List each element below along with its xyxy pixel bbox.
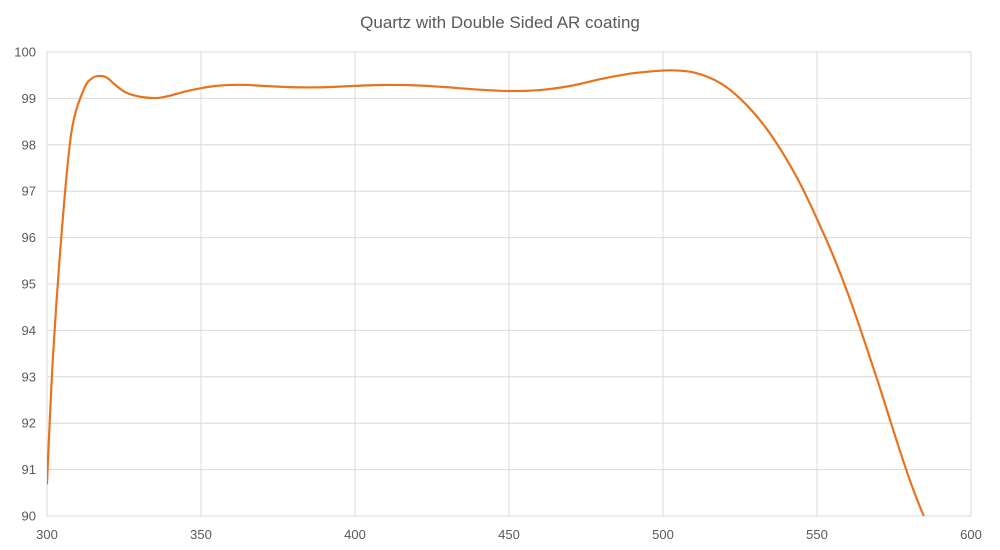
x-tick-label: 400 xyxy=(344,527,366,542)
x-tick-label: 600 xyxy=(960,527,982,542)
grid xyxy=(46,51,972,517)
axes: 90 91 92 93 94 95 96 97 98 99 100 300 350 400 450 500 55… xyxy=(14,45,982,543)
y-tick-label: 91 xyxy=(22,462,36,477)
series-line xyxy=(47,69,925,516)
y-tick-label: 94 xyxy=(22,323,36,338)
y-tick-label: 93 xyxy=(22,369,36,384)
x-tick-label: 450 xyxy=(498,527,520,542)
x-tick-label: 500 xyxy=(652,527,674,542)
plot-area-frame xyxy=(46,51,972,517)
chart-title: Quartz with Double Sided AR coating xyxy=(360,13,640,32)
y-tick-label: 98 xyxy=(22,137,36,152)
y-tick-label: 92 xyxy=(22,416,36,431)
y-tick-label: 100 xyxy=(14,45,36,60)
x-tick-label: 300 xyxy=(36,527,58,542)
x-tick-label: 550 xyxy=(806,527,828,542)
y-tick-label: 95 xyxy=(22,277,36,292)
y-tick-label: 90 xyxy=(22,509,36,524)
y-tick-label: 99 xyxy=(22,91,36,106)
y-tick-label: 96 xyxy=(22,230,36,245)
y-tick-label: 97 xyxy=(22,184,36,199)
series-layer xyxy=(47,69,925,516)
x-tick-label: 350 xyxy=(190,527,212,542)
